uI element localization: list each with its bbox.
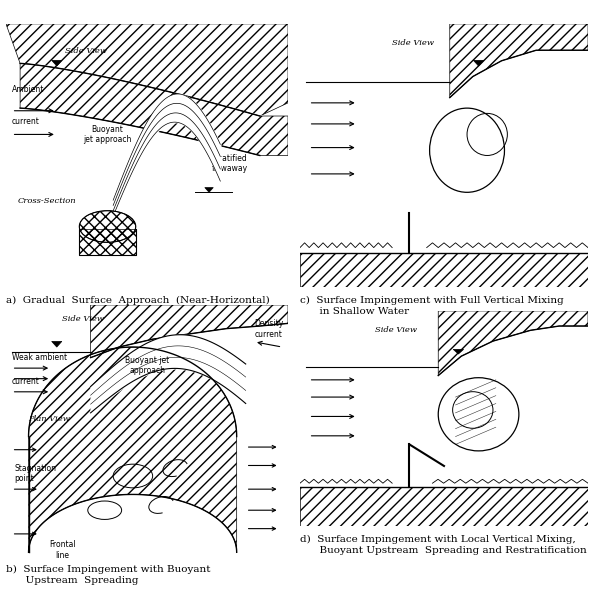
Polygon shape [29,347,236,553]
Text: current: current [11,377,40,386]
Polygon shape [205,188,213,193]
Bar [79,229,136,255]
Polygon shape [6,24,288,116]
Bar [79,229,136,255]
Text: Ambient: Ambient [11,86,44,94]
Text: c)  Surface Impingement with Full Vertical Mixing
      in Shallow Water: c) Surface Impingement with Full Vertica… [300,296,564,316]
Polygon shape [453,349,464,354]
Text: Side View: Side View [62,315,104,323]
Polygon shape [300,487,588,526]
Text: Frontal
line: Frontal line [49,540,76,560]
Text: b)  Surface Impingement with Buoyant
      Upstream  Spreading: b) Surface Impingement with Buoyant Upst… [6,565,211,585]
Text: Buoyant jet
approach: Buoyant jet approach [125,356,169,376]
Text: Weak ambient: Weak ambient [11,353,67,362]
Text: current: current [11,117,40,126]
Text: Plan View: Plan View [29,415,70,423]
Text: Stratified
flowaway: Stratified flowaway [212,154,248,173]
Text: d)  Surface Impingement with Local Vertical Mixing,
      Buoyant Upstream  Spre: d) Surface Impingement with Local Vertic… [300,535,587,555]
Text: Side View: Side View [392,39,434,47]
Polygon shape [450,24,588,97]
Polygon shape [473,60,484,66]
Text: Buoyant
jet approach: Buoyant jet approach [83,125,132,144]
Polygon shape [52,341,62,347]
Text: Stagnation
point: Stagnation point [14,464,56,483]
Ellipse shape [79,210,136,242]
Polygon shape [300,253,588,287]
Text: a)  Gradual  Surface  Approach  (Near-Horizontal): a) Gradual Surface Approach (Near-Horizo… [6,296,270,305]
Polygon shape [91,305,288,358]
Text: Cross-Section: Cross-Section [17,197,76,205]
Text: Density
current: Density current [254,319,283,338]
Text: Side View: Side View [65,47,107,55]
Polygon shape [20,63,288,155]
Text: Side View: Side View [375,327,417,334]
Polygon shape [52,60,62,66]
Polygon shape [438,311,588,376]
